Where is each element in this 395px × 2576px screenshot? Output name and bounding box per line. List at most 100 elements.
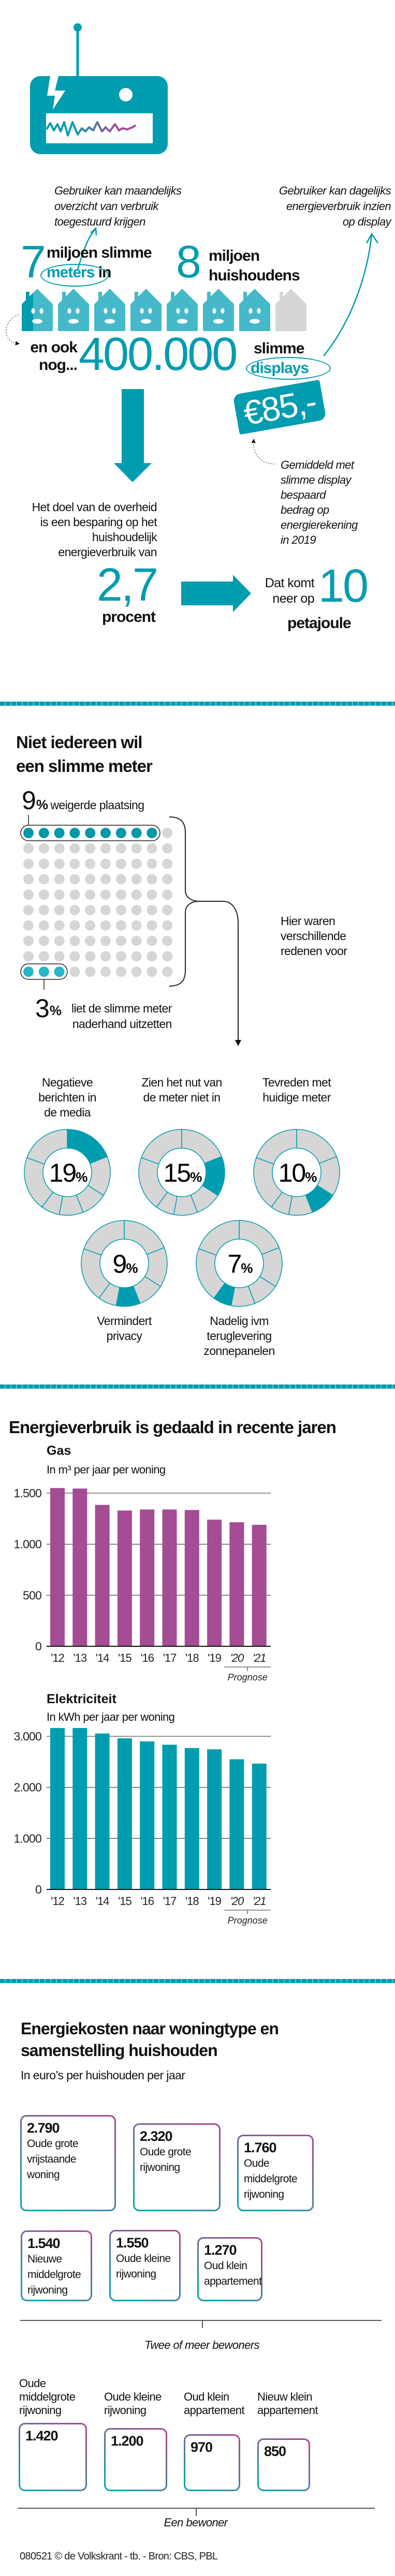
result-line: Dat komt xyxy=(265,576,315,590)
eye xyxy=(104,308,108,314)
house-with-meter-icon xyxy=(203,289,234,331)
label-line: Zien het nut van xyxy=(141,1076,222,1089)
mouth xyxy=(177,319,187,324)
reason-label: Vermindert privacy xyxy=(67,1314,181,1344)
y-tick-label: 1.000 xyxy=(13,1832,41,1845)
dot xyxy=(23,951,34,962)
cost-label: Oude grote xyxy=(27,2138,79,2150)
dot xyxy=(162,920,173,931)
y-tick-label: 0 xyxy=(35,1640,41,1653)
dot xyxy=(115,951,126,962)
dot xyxy=(69,966,80,977)
dot xyxy=(85,889,96,900)
dot xyxy=(115,889,126,900)
cost-value: 1.550 xyxy=(116,2235,149,2251)
dot xyxy=(115,858,126,869)
group-rule-tick xyxy=(196,2509,197,2516)
dot xyxy=(69,843,80,854)
cost-box: 1.200 xyxy=(104,2428,167,2491)
house-with-meter-icon xyxy=(94,289,125,331)
cost-label: Oude kleine xyxy=(116,2253,171,2265)
dot xyxy=(38,874,49,885)
cost-box: 1.420 xyxy=(19,2423,87,2491)
cost-value: 2.320 xyxy=(140,2128,173,2144)
group-rule xyxy=(18,2508,375,2509)
house-with-meter-icon xyxy=(22,289,53,331)
dot-refused xyxy=(85,828,96,838)
donut-value-number: 19 xyxy=(49,1158,76,1187)
label-line: appartement xyxy=(184,2404,245,2417)
house-with-meter-icon xyxy=(58,289,89,331)
dot-refused xyxy=(23,828,34,838)
bar xyxy=(117,1510,132,1646)
dot xyxy=(85,951,96,962)
dot xyxy=(115,920,126,931)
cost-box: 970 xyxy=(184,2434,240,2491)
house-with-meter-icon xyxy=(130,289,162,331)
x-tick-label: '12 xyxy=(51,1651,64,1664)
x-tick-label: '16 xyxy=(140,1895,154,1908)
cost-value: 850 xyxy=(264,2444,286,2459)
dot xyxy=(147,858,157,869)
dot xyxy=(38,858,49,869)
label-line: rijwoning xyxy=(19,2404,62,2417)
goal-line: energieverbruik van xyxy=(58,545,157,559)
single-resident-label: Een bewoner xyxy=(164,2516,228,2529)
cost-label: middelgrote xyxy=(244,2173,298,2185)
dot xyxy=(147,920,157,931)
cost-label: rijwoning xyxy=(27,2284,68,2296)
house-with-meter-icon xyxy=(239,289,270,331)
eye xyxy=(67,308,71,314)
note-line: bedrag op xyxy=(281,503,329,516)
eye xyxy=(257,308,261,314)
reasons-note: Hier waren verschillende redenen voor xyxy=(281,914,347,959)
label-line: liet de slimme meter xyxy=(71,1002,172,1015)
x-tick-label: '14 xyxy=(96,1651,109,1664)
refused-label: weigerde plaatsing xyxy=(50,798,144,812)
dot xyxy=(162,905,173,915)
dot xyxy=(147,905,157,915)
turned-off-stat: 3% xyxy=(35,993,62,1023)
bar xyxy=(140,1509,155,1646)
y-tick-label: 0 xyxy=(35,1883,41,1896)
dot xyxy=(23,935,34,946)
cost-value: 1.540 xyxy=(27,2236,61,2251)
donut-value-percent: % xyxy=(76,1169,87,1185)
dot-refused xyxy=(115,828,126,838)
x-tick-label: '17 xyxy=(163,1651,177,1664)
section-divider xyxy=(0,702,395,706)
lightning-icon xyxy=(47,76,65,110)
households-line: miljoen xyxy=(209,247,260,264)
title-line: Niet iedereen wil xyxy=(16,733,142,752)
dot xyxy=(100,889,111,900)
label-line: Nieuw klein xyxy=(257,2390,313,2403)
arrow-down-icon xyxy=(235,1040,241,1046)
goal-value: 2,7 xyxy=(96,559,158,611)
dot xyxy=(54,874,65,885)
result-unit: petajoule xyxy=(287,615,352,632)
dot xyxy=(23,920,34,931)
down-arrow xyxy=(114,389,152,482)
bar xyxy=(140,1741,155,1889)
cost-label: vrijstaande xyxy=(27,2153,77,2165)
right-arrow xyxy=(181,575,251,612)
intro-graphics xyxy=(6,23,379,612)
label-line: middelgrote xyxy=(19,2390,76,2403)
dot xyxy=(54,951,65,962)
bar xyxy=(117,1738,132,1889)
dotted-arrow-savings xyxy=(251,438,275,465)
dot xyxy=(131,858,142,869)
x-tick-label: '19 xyxy=(208,1651,221,1664)
dot xyxy=(162,874,173,885)
label-line: Vermindert xyxy=(97,1314,152,1328)
note-line: Gemiddeld met xyxy=(281,458,354,471)
dot xyxy=(85,843,96,854)
cost-box: 1.270 Oud klein appartement xyxy=(197,2237,262,2301)
dot xyxy=(85,966,96,977)
dot xyxy=(100,966,111,977)
house-shape xyxy=(130,289,162,331)
dot xyxy=(147,889,157,900)
x-tick-label: '20 xyxy=(230,1895,244,1908)
label-line: rijwoning xyxy=(104,2404,147,2417)
dot xyxy=(69,905,80,915)
